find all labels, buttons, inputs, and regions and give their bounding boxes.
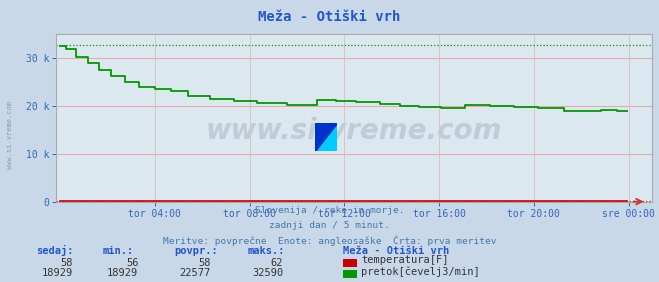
Polygon shape	[315, 123, 337, 151]
Text: 58: 58	[60, 258, 72, 268]
Text: pretok[čevelj3/min]: pretok[čevelj3/min]	[361, 266, 480, 277]
Text: sedaj:: sedaj:	[36, 245, 74, 256]
Text: 58: 58	[198, 258, 211, 268]
Text: maks.:: maks.:	[247, 246, 285, 256]
Text: Meritve: povprečne  Enote: angleosaške  Črta: prva meritev: Meritve: povprečne Enote: angleosaške Čr…	[163, 235, 496, 246]
Text: Meža - Otiški vrh: Meža - Otiški vrh	[343, 246, 449, 256]
Text: 22577: 22577	[180, 268, 211, 278]
Text: 56: 56	[126, 258, 138, 268]
Text: 18929: 18929	[42, 268, 72, 278]
Text: Meža - Otiški vrh: Meža - Otiški vrh	[258, 10, 401, 24]
Text: povpr.:: povpr.:	[175, 246, 218, 256]
Text: Slovenija / reke in morje.: Slovenija / reke in morje.	[255, 206, 404, 215]
Text: temperatura[F]: temperatura[F]	[361, 255, 449, 265]
Text: min.:: min.:	[102, 246, 133, 256]
Text: www.si-vreme.com: www.si-vreme.com	[206, 117, 502, 145]
Polygon shape	[315, 123, 337, 151]
Text: zadnji dan / 5 minut.: zadnji dan / 5 minut.	[269, 221, 390, 230]
Text: 18929: 18929	[107, 268, 138, 278]
Text: www.si-vreme.com: www.si-vreme.com	[7, 101, 13, 169]
Text: 62: 62	[271, 258, 283, 268]
Text: 32590: 32590	[252, 268, 283, 278]
